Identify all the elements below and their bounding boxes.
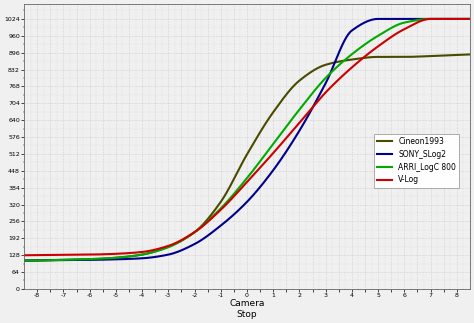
Legend: Cineon1993, SONY_SLog2, ARRI_LogC 800, V-Log: Cineon1993, SONY_SLog2, ARRI_LogC 800, V… [374, 134, 459, 188]
Line: ARRI_LogC 800: ARRI_LogC 800 [24, 19, 470, 261]
V-Log [359, 57, 365, 61]
V-Log [305, 111, 311, 115]
V-Log [292, 126, 298, 130]
ARRI_LogC 800 [405, 20, 411, 24]
Line: V-Log: V-Log [24, 19, 470, 255]
Cineon1993 [280, 97, 286, 101]
ARRI_LogC 800 [21, 259, 27, 263]
SONY_SLog2 [467, 17, 473, 21]
Line: Cineon1993: Cineon1993 [24, 55, 470, 261]
V-Log [48, 253, 54, 257]
SONY_SLog2 [375, 17, 381, 21]
Line: SONY_SLog2: SONY_SLog2 [24, 19, 470, 261]
ARRI_LogC 800 [359, 45, 365, 48]
ARRI_LogC 800 [305, 97, 311, 100]
Cineon1993 [467, 53, 473, 57]
ARRI_LogC 800 [467, 17, 473, 21]
V-Log [280, 140, 286, 144]
SONY_SLog2 [359, 22, 365, 26]
V-Log [21, 253, 27, 257]
SONY_SLog2 [280, 154, 286, 158]
Cineon1993 [21, 259, 27, 263]
V-Log [467, 17, 473, 21]
Cineon1993 [292, 83, 298, 87]
Cineon1993 [48, 258, 54, 262]
ARRI_LogC 800 [48, 258, 54, 262]
Cineon1993 [405, 55, 411, 59]
SONY_SLog2 [48, 258, 54, 262]
V-Log [405, 26, 411, 29]
V-Log [428, 17, 434, 21]
SONY_SLog2 [21, 259, 27, 263]
ARRI_LogC 800 [280, 129, 286, 133]
Cineon1993 [359, 56, 365, 60]
X-axis label: Camera
Stop: Camera Stop [229, 299, 264, 319]
ARRI_LogC 800 [428, 17, 434, 21]
SONY_SLog2 [292, 137, 298, 141]
SONY_SLog2 [305, 114, 311, 118]
Cineon1993 [305, 72, 311, 76]
ARRI_LogC 800 [292, 114, 298, 118]
SONY_SLog2 [406, 17, 411, 21]
